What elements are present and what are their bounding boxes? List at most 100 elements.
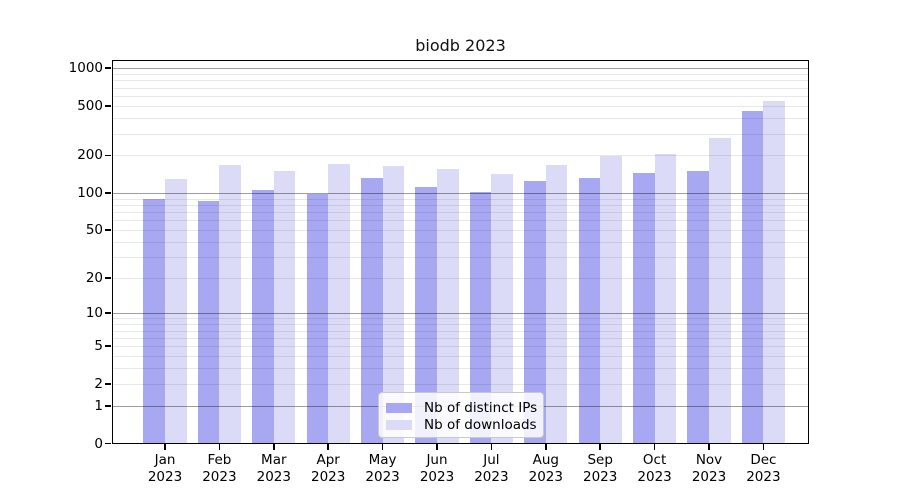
gridline-minor-30 xyxy=(112,257,809,258)
bar-jan-distinct-ips xyxy=(143,198,165,444)
gridline-minor-50 xyxy=(112,229,809,231)
gridline-minor-500 xyxy=(112,105,809,107)
gridline-minor-70 xyxy=(112,212,809,213)
legend-swatch-downloads xyxy=(386,419,412,430)
gridline-minor-700 xyxy=(112,87,809,89)
bar-nov-distinct-ips xyxy=(687,170,709,444)
x-tick-year: 2023 xyxy=(202,469,237,485)
gridline-minor-800 xyxy=(112,80,809,82)
x-tick-year: 2023 xyxy=(256,469,291,485)
x-tick-month: Jul xyxy=(483,452,500,468)
y-tick-label-2: 2 xyxy=(94,375,103,392)
chart-title: biodb 2023 xyxy=(415,36,506,55)
x-tick-label-jan: Jan 2023 xyxy=(133,452,197,486)
x-tick-year: 2023 xyxy=(637,469,672,485)
bar-aug-downloads xyxy=(545,165,568,444)
x-tick-year: 2023 xyxy=(691,469,727,485)
x-tick-month: Mar xyxy=(261,452,287,468)
legend-entry-distinct-ips: Nb of distinct IPs xyxy=(386,399,543,416)
legend-label-downloads: Nb of downloads xyxy=(424,416,537,433)
x-tick-aug xyxy=(545,443,547,450)
y-tick-2 xyxy=(105,383,111,385)
y-tick-500 xyxy=(105,105,111,107)
x-tick-year: 2023 xyxy=(311,469,346,485)
x-tick-month: Dec xyxy=(750,452,777,468)
x-tick-label-sep: Sep 2023 xyxy=(568,452,632,486)
bar-oct-distinct-ips xyxy=(632,173,655,444)
gridline-minor-300 xyxy=(112,133,809,135)
y-tick-0 xyxy=(105,442,111,445)
y-tick-label-5: 5 xyxy=(94,338,103,355)
x-tick-month: Sep xyxy=(587,452,613,468)
gridline-minor-600 xyxy=(112,96,809,97)
x-tick-label-jul: Jul 2023 xyxy=(459,452,523,486)
x-tick-label-may: May 2023 xyxy=(351,452,415,486)
bar-may-distinct-ips xyxy=(360,178,383,444)
legend-label-distinct-ips: Nb of distinct IPs xyxy=(424,399,538,416)
gridline-minor-7 xyxy=(112,330,809,332)
x-tick-month: Feb xyxy=(207,452,232,468)
bar-sep-downloads xyxy=(600,156,622,444)
gridline-minor-4 xyxy=(112,356,809,358)
bar-jun-downloads xyxy=(437,168,459,444)
y-tick-200 xyxy=(105,154,111,157)
bar-jul-downloads xyxy=(491,173,514,444)
gridline-major-1000 xyxy=(112,68,809,70)
bar-nov-downloads xyxy=(709,137,731,444)
legend-entry-downloads: Nb of downloads xyxy=(386,416,543,433)
x-tick-year: 2023 xyxy=(365,469,400,485)
x-tick-month: Nov xyxy=(695,452,723,468)
x-tick-dec xyxy=(762,443,765,450)
y-tick-20 xyxy=(105,277,111,279)
x-tick-month: Apr xyxy=(316,452,340,468)
bar-jun-distinct-ips xyxy=(415,187,437,444)
gridline-minor-80 xyxy=(112,204,809,206)
x-tick-nov xyxy=(708,443,710,450)
x-tick-month: May xyxy=(368,452,397,468)
legend: Nb of distinct IPs Nb of downloads xyxy=(378,392,544,438)
x-tick-year: 2023 xyxy=(147,469,183,485)
x-tick-month: Jan xyxy=(154,452,176,468)
gridline-major-100 xyxy=(112,192,809,194)
bar-may-downloads xyxy=(382,165,405,444)
gridline-minor-2 xyxy=(112,383,809,385)
gridline-minor-900 xyxy=(112,74,809,75)
gridline-minor-9 xyxy=(112,318,809,320)
legend-swatch-distinct-ips xyxy=(386,402,412,413)
x-tick-sep xyxy=(599,443,601,450)
bar-dec-distinct-ips xyxy=(741,110,764,444)
y-tick-100 xyxy=(105,192,111,194)
gridline-minor-400 xyxy=(112,117,809,119)
bar-sep-distinct-ips xyxy=(578,177,601,444)
x-tick-year: 2023 xyxy=(583,469,618,485)
x-tick-label-aug: Aug 2023 xyxy=(514,452,578,486)
x-tick-oct xyxy=(653,443,656,450)
x-tick-year: 2023 xyxy=(528,469,563,485)
gridline-minor-6 xyxy=(112,337,809,339)
x-tick-year: 2023 xyxy=(419,469,455,485)
x-tick-label-feb: Feb 2023 xyxy=(187,452,251,486)
bar-apr-distinct-ips xyxy=(306,194,329,444)
gridline-minor-60 xyxy=(112,220,809,222)
x-tick-jun xyxy=(436,443,438,450)
y-tick-5 xyxy=(105,345,111,347)
x-tick-mar xyxy=(273,443,275,450)
x-tick-label-jun: Jun 2023 xyxy=(405,452,469,486)
y-tick-label-1000: 1000 xyxy=(68,60,103,77)
gridline-minor-200 xyxy=(112,155,809,157)
gridline-minor-8 xyxy=(112,324,809,326)
bar-feb-downloads xyxy=(219,164,242,444)
x-tick-label-mar: Mar 2023 xyxy=(242,452,306,486)
bar-jan-downloads xyxy=(165,178,187,444)
bar-feb-distinct-ips xyxy=(197,200,220,444)
bar-mar-downloads xyxy=(273,171,296,444)
x-tick-year: 2023 xyxy=(474,469,509,485)
x-tick-label-oct: Oct 2023 xyxy=(623,452,687,486)
x-tick-may xyxy=(381,443,384,450)
bar-jul-distinct-ips xyxy=(469,192,492,444)
x-tick-feb xyxy=(218,443,221,450)
gridline-minor-3 xyxy=(112,368,809,370)
x-tick-month: Jun xyxy=(426,452,448,468)
gridline-minor-90 xyxy=(112,198,809,200)
